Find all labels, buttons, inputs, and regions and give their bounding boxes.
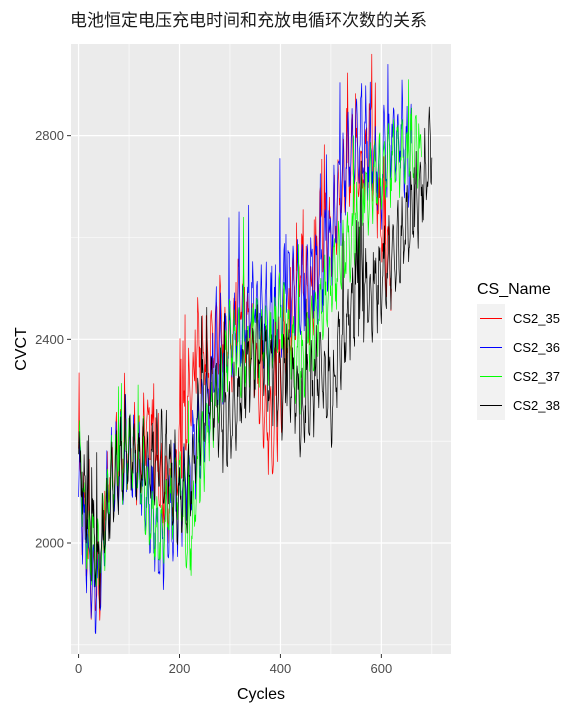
legend-items: CS2_35 CS2_36 CS2_37 CS2_38 — [477, 304, 560, 420]
tick-marks — [67, 135, 382, 658]
y-axis-label: CVCT — [13, 327, 30, 371]
x-axis-label: Cycles — [237, 686, 285, 703]
y-tick-label: 2800 — [35, 128, 64, 143]
chart-title: 电池恒定电压充电时间和充放电循环次数的关系 — [70, 11, 427, 31]
legend-title: CS_Name — [477, 281, 551, 298]
x-tick-label: 0 — [75, 661, 82, 676]
y-tick-label: 2000 — [35, 535, 64, 550]
x-tick-label: 200 — [169, 661, 191, 676]
series-layer — [78, 53, 433, 635]
series-line-cs2-36 — [78, 64, 412, 635]
major-gridlines — [71, 44, 451, 654]
x-tick-label: 600 — [371, 661, 393, 676]
series-line-cs2-38 — [78, 106, 433, 609]
y-tick-label: 2400 — [35, 332, 64, 347]
legend-label: CS2_36 — [513, 340, 560, 355]
x-tick-label: 400 — [270, 661, 292, 676]
legend-label: CS2_37 — [513, 369, 560, 384]
legend: CS_Name CS2_35 CS2_36 CS2_37 CS2_38 — [477, 281, 560, 420]
legend-label: CS2_35 — [513, 311, 560, 326]
tick-labels: 0 200 400 600 2000 2400 2800 — [35, 128, 392, 676]
legend-label: CS2_38 — [513, 398, 560, 413]
